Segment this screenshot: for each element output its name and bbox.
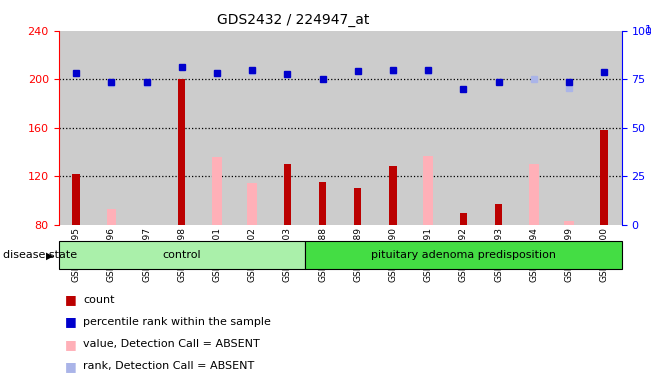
Text: control: control: [163, 250, 201, 260]
Text: rank, Detection Call = ABSENT: rank, Detection Call = ABSENT: [83, 361, 255, 371]
Bar: [305, 241, 622, 269]
Bar: [72, 174, 80, 225]
Y-axis label: 100%: 100%: [645, 25, 651, 35]
Text: ■: ■: [65, 315, 77, 328]
Text: pituitary adenoma predisposition: pituitary adenoma predisposition: [371, 250, 556, 260]
Text: disease state: disease state: [3, 250, 77, 260]
Text: ▶: ▶: [46, 250, 53, 260]
Text: percentile rank within the sample: percentile rank within the sample: [83, 317, 271, 327]
Bar: [495, 204, 502, 225]
Bar: [354, 188, 361, 225]
Bar: [600, 130, 608, 225]
Text: ■: ■: [65, 293, 77, 306]
Bar: [247, 184, 257, 225]
Bar: [178, 79, 186, 225]
Text: GDS2432 / 224947_at: GDS2432 / 224947_at: [217, 13, 369, 27]
Bar: [423, 156, 433, 225]
Bar: [460, 212, 467, 225]
Bar: [564, 221, 574, 225]
Text: ■: ■: [65, 338, 77, 351]
Bar: [284, 164, 291, 225]
Bar: [59, 241, 305, 269]
Bar: [389, 167, 396, 225]
Bar: [212, 157, 222, 225]
Text: value, Detection Call = ABSENT: value, Detection Call = ABSENT: [83, 339, 260, 349]
Bar: [529, 164, 538, 225]
Bar: [107, 209, 117, 225]
Bar: [319, 182, 326, 225]
Text: count: count: [83, 295, 115, 305]
Text: ■: ■: [65, 360, 77, 373]
